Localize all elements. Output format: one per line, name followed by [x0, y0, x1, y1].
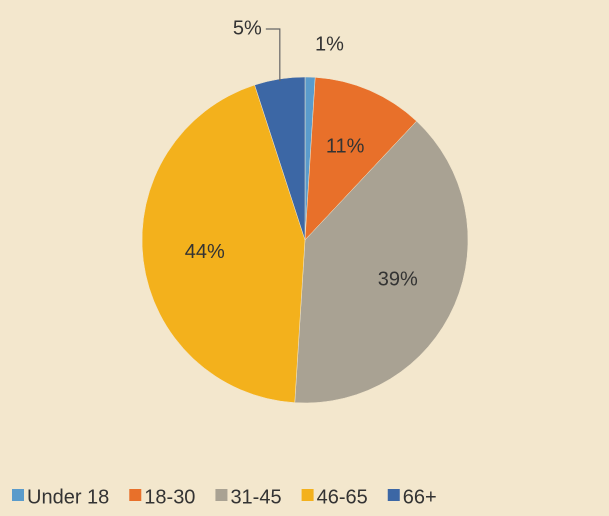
- legend-swatch: [301, 489, 314, 501]
- legend-swatch: [387, 489, 400, 501]
- pie-slice: [141, 84, 306, 403]
- pie-slice: [304, 77, 417, 241]
- leader-line: [265, 28, 281, 81]
- data-label: 1%: [315, 33, 344, 55]
- legend-swatch: [215, 489, 228, 501]
- legend-label: 66+: [403, 486, 437, 508]
- data-label: 39%: [378, 268, 418, 290]
- data-label: 5%: [233, 17, 262, 39]
- legend-label: 18-30: [144, 486, 195, 508]
- data-label: 11%: [326, 136, 365, 158]
- data-label: 44%: [185, 241, 225, 263]
- legend-label: Under 18: [27, 486, 109, 508]
- legend-swatch: [129, 489, 142, 501]
- legend-swatch: [12, 489, 24, 501]
- pie-slice: [294, 120, 469, 404]
- legend-label: 31-45: [230, 486, 281, 508]
- legend-label: 46-65: [317, 486, 368, 508]
